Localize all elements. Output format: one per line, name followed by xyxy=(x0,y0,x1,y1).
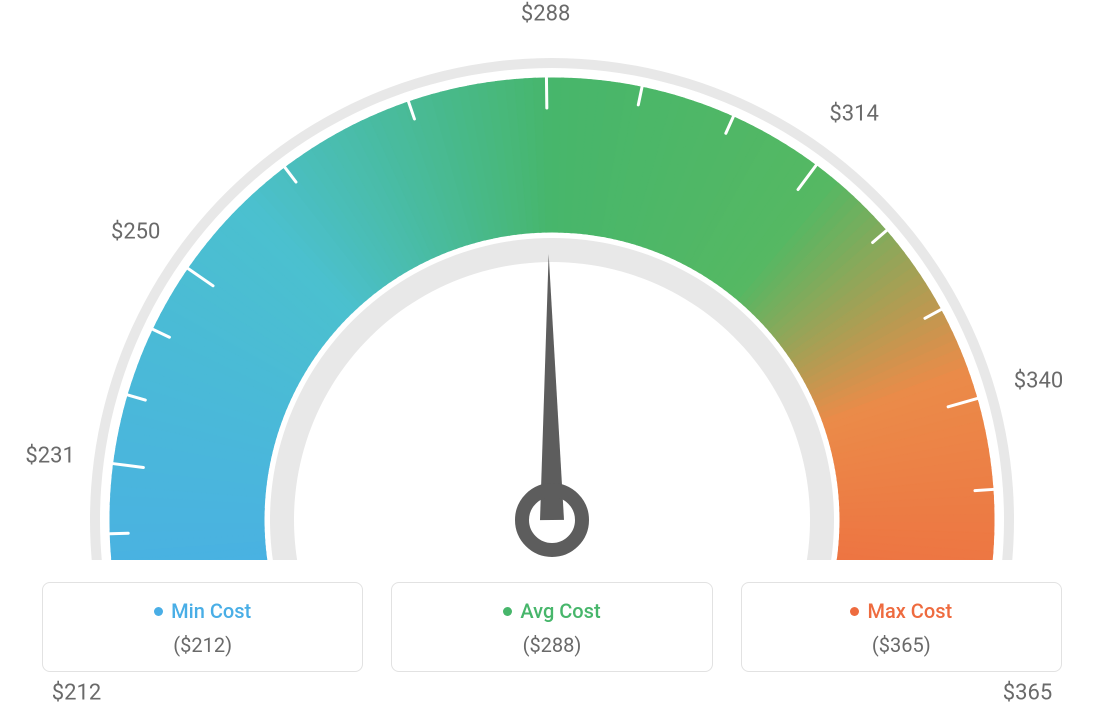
legend-title-avg: Avg Cost xyxy=(503,599,600,623)
legend-card-max: Max Cost ($365) xyxy=(741,582,1062,672)
legend-label: Max Cost xyxy=(867,599,952,623)
gauge-scale-label: $288 xyxy=(521,2,570,27)
gauge-scale-label: $314 xyxy=(829,102,878,127)
gauge-scale-label: $340 xyxy=(1014,368,1063,393)
legend-card-avg: Avg Cost ($288) xyxy=(391,582,712,672)
cost-gauge: $212$231$250$288$314$340$365 xyxy=(0,0,1104,560)
legend-value-min: ($212) xyxy=(53,633,352,657)
dot-icon xyxy=(850,607,859,616)
legend-row: Min Cost ($212) Avg Cost ($288) Max Cost… xyxy=(0,582,1104,672)
legend-label: Avg Cost xyxy=(520,599,600,623)
gauge-scale-label: $365 xyxy=(1003,681,1052,706)
legend-card-min: Min Cost ($212) xyxy=(42,582,363,672)
legend-title-max: Max Cost xyxy=(850,599,952,623)
legend-title-min: Min Cost xyxy=(154,599,251,623)
gauge-scale-label: $250 xyxy=(111,220,160,245)
dot-icon xyxy=(503,607,512,616)
legend-value-avg: ($288) xyxy=(402,633,701,657)
legend-value-max: ($365) xyxy=(752,633,1051,657)
gauge-scale-label: $231 xyxy=(25,443,74,468)
legend-label: Min Cost xyxy=(171,599,251,623)
gauge-scale-label: $212 xyxy=(52,681,101,706)
gauge-svg xyxy=(0,0,1104,560)
dot-icon xyxy=(154,607,163,616)
